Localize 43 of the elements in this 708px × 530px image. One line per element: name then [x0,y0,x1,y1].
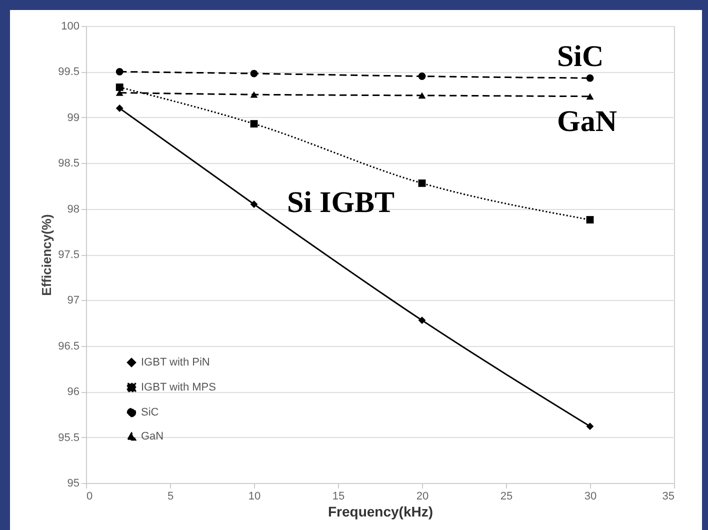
y-tick-label: 95.5 [58,432,80,444]
y-tick-label: 95 [67,478,80,490]
point [418,316,426,324]
point [250,70,258,78]
y-axis-title: Efficiency(%) [39,214,54,296]
point [586,422,594,430]
legend-label: IGBT with PiN [141,356,210,368]
legend-label: GaN [141,430,164,442]
point [586,74,594,82]
legend-label: SiC [141,406,159,418]
legend-label: IGBT with MPS [141,382,216,394]
annotation: GaN [557,105,618,138]
point [418,72,426,80]
point [250,120,258,128]
x-tick-label: 30 [584,490,597,502]
point [418,92,426,99]
y-tick-label: 96.5 [58,340,80,352]
x-tick-label: 20 [416,490,429,502]
annotation: SiC [557,40,604,73]
y-tick-label: 100 [61,20,80,32]
x-tick-label: 25 [500,490,513,502]
y-tick-label: 99 [67,112,80,124]
x-axis-title: Frequency(kHz) [328,504,434,520]
x-tick-label: 10 [248,490,261,502]
y-tick-label: 98 [67,203,80,216]
point [250,91,258,98]
y-tick-label: 96 [67,386,80,398]
y-tick-label: 97 [67,294,80,307]
point [116,104,124,112]
point [116,90,124,96]
annotation: Si IGBT [287,186,395,219]
x-tick-label: 35 [662,490,674,502]
y-tick-label: 97.5 [58,249,80,261]
x-tick-label: 5 [167,490,174,502]
point [116,84,124,91]
y-tick-label: 99.5 [58,66,80,78]
point [586,216,594,224]
point [116,68,124,76]
x-tick-label: 0 [86,490,93,502]
point [418,180,426,187]
x-tick-label: 15 [332,490,345,502]
point [586,93,594,100]
y-tick-label: 98.5 [58,158,80,170]
